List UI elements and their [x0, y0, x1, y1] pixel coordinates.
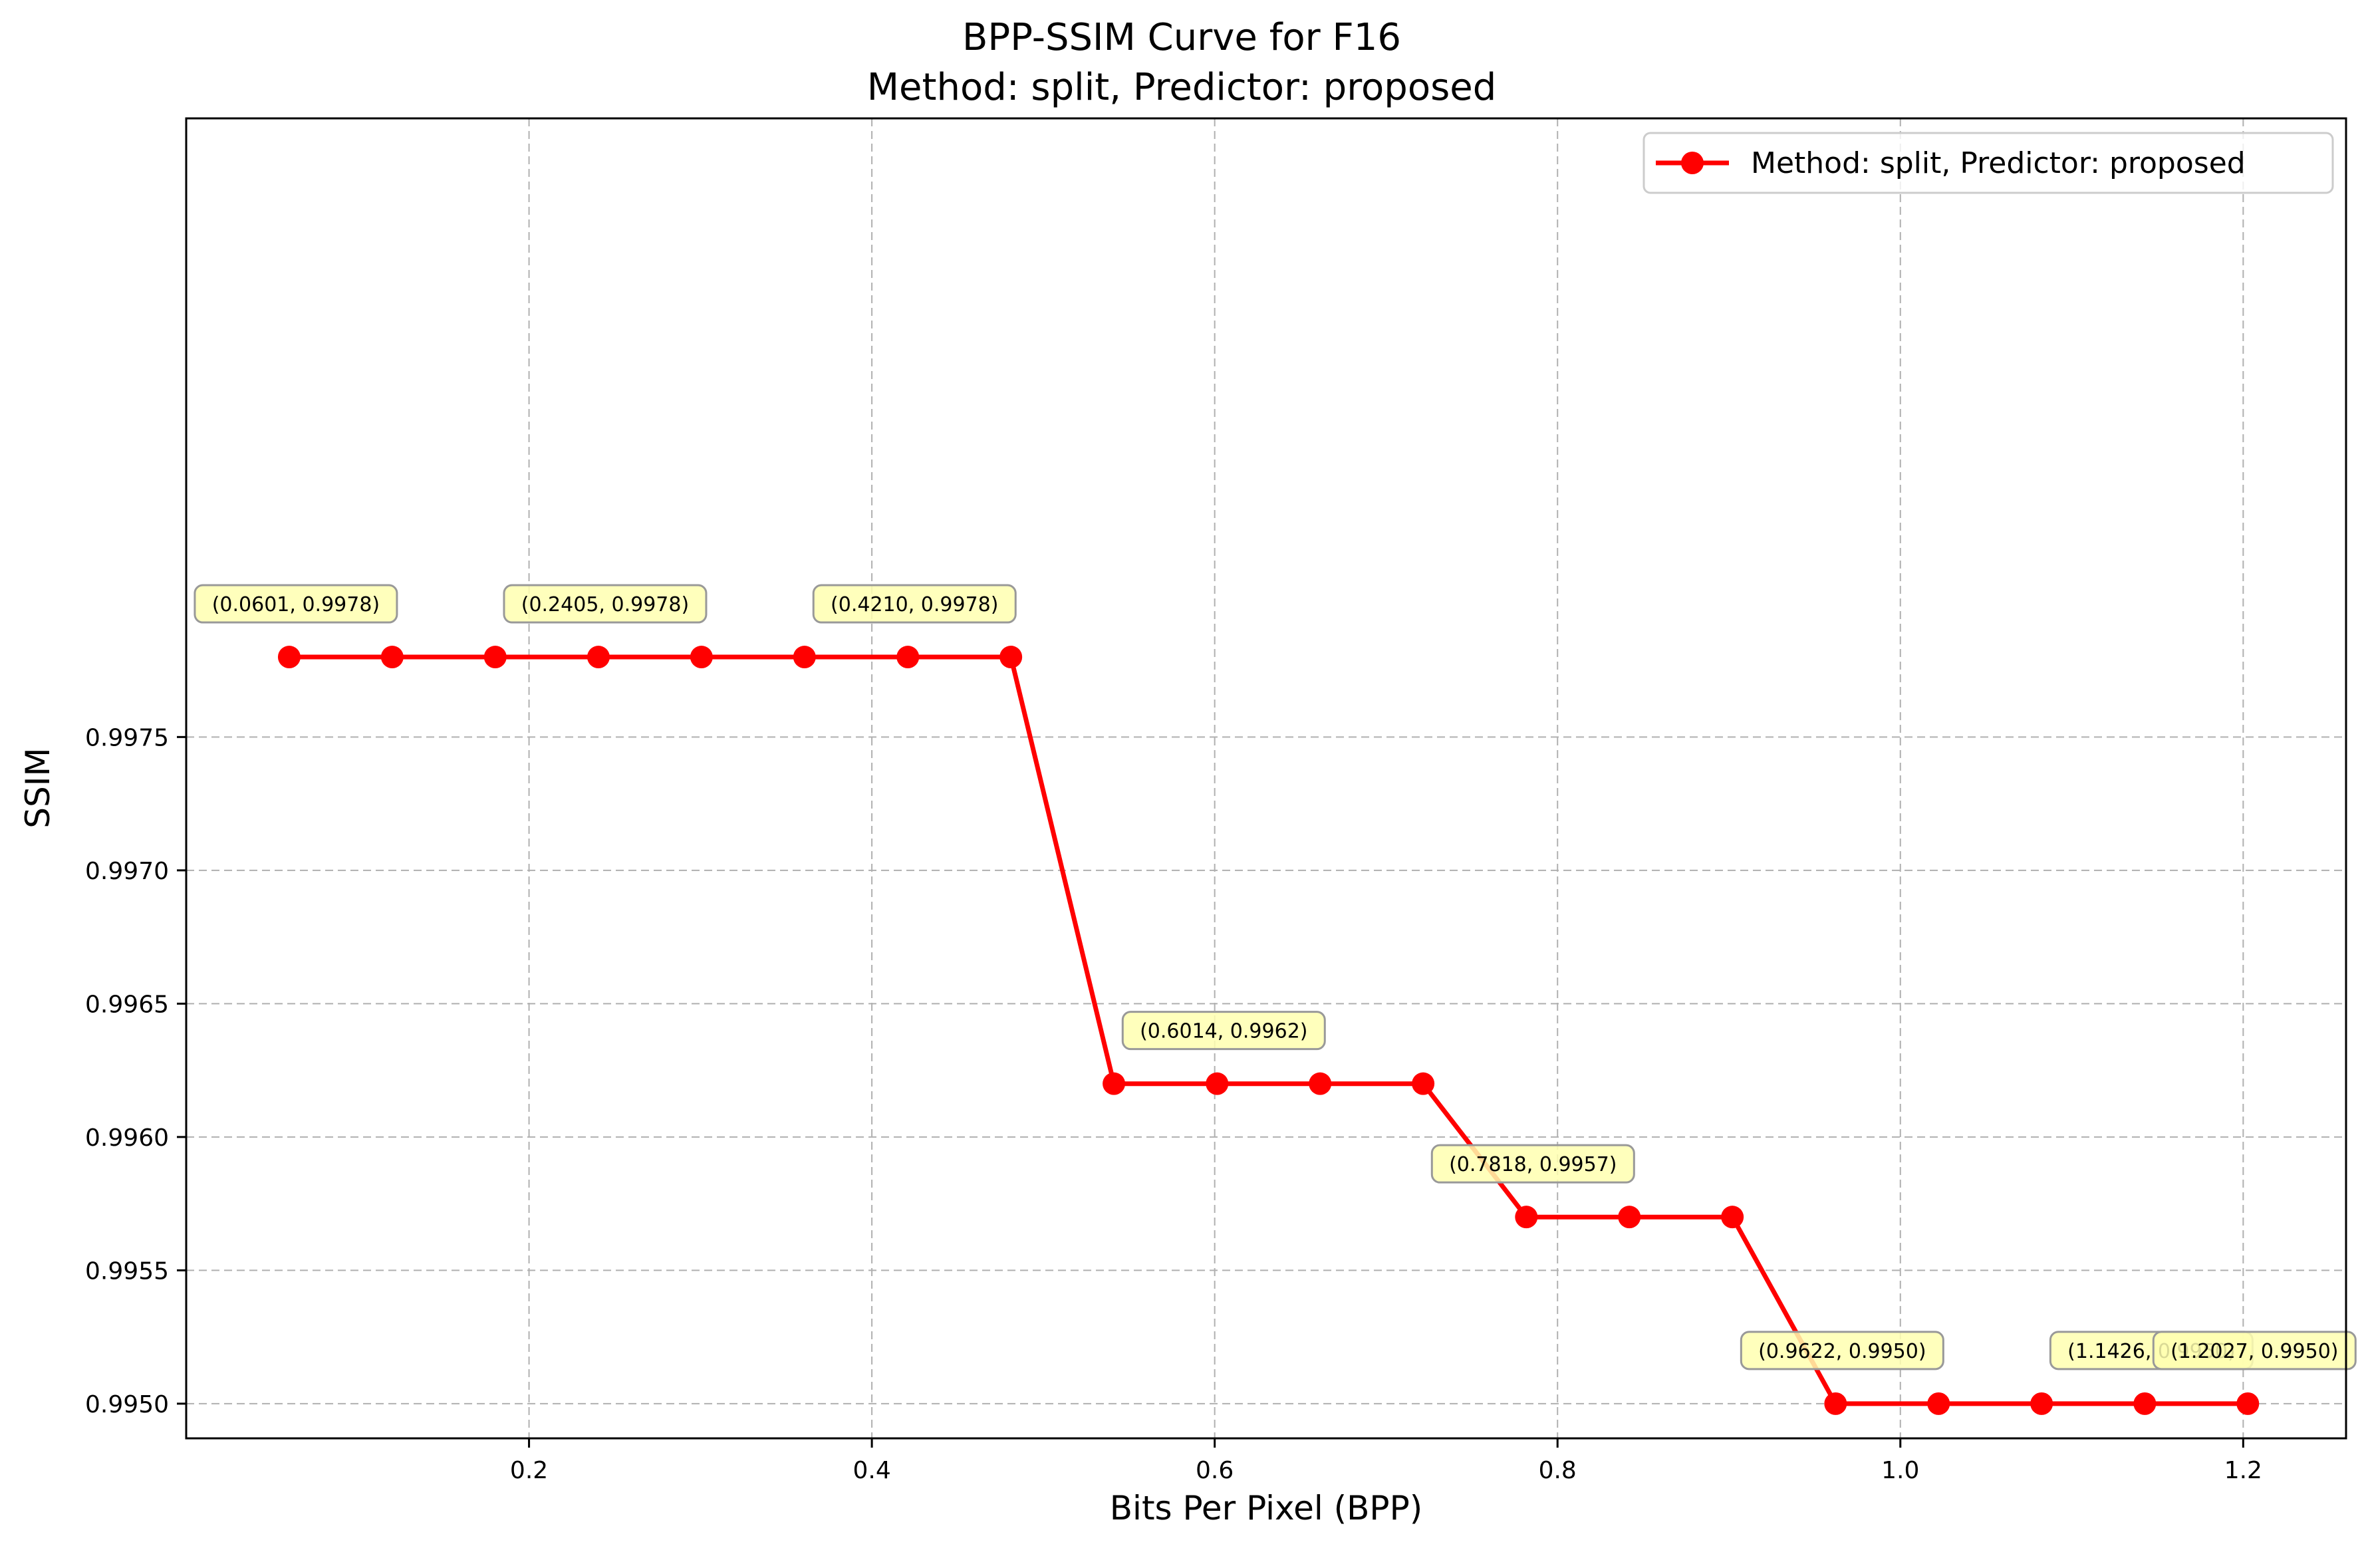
data-annotation: (0.0601, 0.9978): [194, 584, 398, 624]
x-tick-label: 0.8: [1539, 1457, 1577, 1484]
data-point: [999, 646, 1023, 669]
y-tick-label: 0.9975: [85, 724, 169, 751]
y-axis-ticks: 0.9950 0.9955 0.9960 0.9965 0.9970 0.9975: [85, 724, 186, 1418]
data-point: [1927, 1392, 1950, 1415]
annotations: (0.0601, 0.9978) (0.2405, 0.9978) (0.4210,…: [194, 584, 2357, 1371]
annotation-label: (0.2405, 0.9978): [521, 593, 689, 616]
data-point: [1103, 1072, 1126, 1095]
data-point: [1824, 1392, 1847, 1415]
series-line: [289, 654, 2248, 1406]
annotation-box: [1740, 1331, 1944, 1371]
annotation-label: (1.2027, 0.9950): [2170, 1340, 2338, 1363]
data-annotation: (0.7818, 0.9957): [1430, 1144, 1635, 1184]
data-point: [380, 646, 404, 669]
data-point: [690, 646, 713, 669]
data-annotation: (0.6014, 0.9962): [1121, 1011, 1326, 1051]
data-point: [277, 646, 301, 669]
data-annotation: (0.2405, 0.9978): [503, 584, 708, 624]
data-point: [793, 646, 816, 669]
data-point: [483, 646, 507, 669]
y-tick-label: 0.9950: [85, 1391, 169, 1418]
data-annotation: (0.9622, 0.9950): [1740, 1331, 1944, 1371]
data-point: [1721, 1206, 1744, 1229]
legend-box: [1642, 132, 2334, 194]
x-tick-label: 0.6: [1196, 1457, 1234, 1484]
chart-title: BPP-SSIM Curve for F16: [962, 16, 1401, 59]
annotation-label: (0.4210, 0.9978): [831, 593, 998, 616]
x-tick-label: 0.4: [853, 1457, 890, 1484]
data-point: [1309, 1072, 1332, 1095]
x-tick-label: 1.0: [1881, 1457, 1919, 1484]
x-axis-label: Bits Per Pixel (BPP): [1110, 1489, 1422, 1527]
annotation-label: (0.9622, 0.9950): [1758, 1340, 1926, 1363]
legend: Method: split, Predictor: proposed: [1642, 132, 2334, 194]
data-point: [2030, 1392, 2053, 1415]
data-point: [587, 646, 610, 669]
data-annotation: (0.4210, 0.9978): [812, 584, 1017, 624]
annotation-box: [812, 584, 1017, 624]
annotation-box: [2152, 1331, 2357, 1371]
data-point: [1206, 1072, 1229, 1095]
plot-frame: [185, 117, 2347, 1440]
data-point: [1412, 1072, 1435, 1095]
annotation-label: (0.0601, 0.9978): [212, 593, 380, 616]
x-axis-ticks: 0.2 0.4 0.6 0.8 1.0 1.2: [510, 1438, 2262, 1484]
data-point: [1515, 1206, 1538, 1229]
annotation-box: [503, 584, 708, 624]
y-tick-label: 0.9970: [85, 858, 169, 885]
x-tick-label: 1.2: [2224, 1457, 2262, 1484]
data-point: [2236, 1392, 2260, 1415]
annotation-label: (0.7818, 0.9957): [1449, 1153, 1617, 1176]
grid: [186, 118, 2346, 1438]
y-tick-label: 0.9955: [85, 1257, 169, 1285]
y-axis-label: SSIM: [19, 747, 57, 828]
series-layer: [277, 646, 2260, 1415]
chart-subtitle: Method: split, Predictor: proposed: [867, 66, 1497, 109]
y-tick-label: 0.9960: [85, 1124, 169, 1152]
legend-entry-label: Method: split, Predictor: proposed: [1751, 146, 2246, 180]
legend-marker-swatch: [1681, 152, 1704, 174]
annotation-box: [194, 584, 398, 624]
annotation-label: (0.6014, 0.9962): [1140, 1020, 1307, 1043]
y-tick-label: 0.9965: [85, 991, 169, 1018]
data-point: [1618, 1206, 1641, 1229]
data-point: [896, 646, 920, 669]
data-annotation: (1.2027, 0.9950): [2152, 1331, 2357, 1371]
annotation-box: [1430, 1144, 1635, 1184]
x-tick-label: 0.2: [510, 1457, 548, 1484]
data-point: [2133, 1392, 2157, 1415]
annotation-box: [1121, 1011, 1326, 1051]
